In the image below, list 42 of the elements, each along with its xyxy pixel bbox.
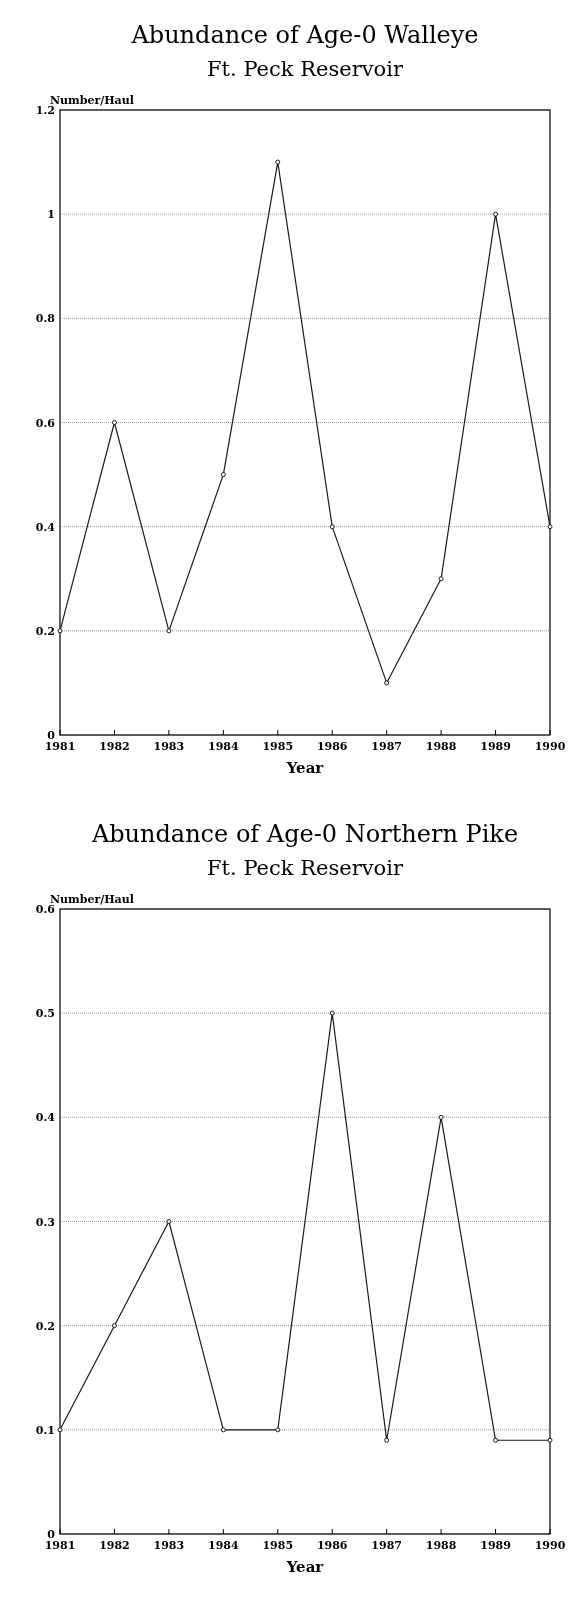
y-tick-label: 0	[47, 729, 56, 742]
y-tick-label: 0.4	[35, 1111, 56, 1125]
y-tick-label: 0.2	[35, 624, 55, 638]
x-axis-title: Year	[285, 759, 325, 777]
x-tick-label: 1989	[480, 1539, 511, 1552]
y-tick-label: 1	[47, 208, 55, 222]
y-axis-title: Number/Haul	[50, 94, 134, 107]
x-tick-label: 1986	[316, 1539, 348, 1552]
x-tick-label: 1984	[208, 740, 239, 753]
y-tick-label: 0.3	[35, 1215, 55, 1229]
x-tick-label: 1983	[153, 1539, 185, 1552]
x-tick-label: 1982	[99, 1539, 130, 1552]
x-tick-label: 1990	[534, 1539, 566, 1552]
y-tick-label: 1.2	[35, 104, 55, 117]
chart-title: Abundance of Age-0 Walleye	[130, 20, 479, 49]
y-tick-label: 0.1	[35, 1423, 55, 1437]
x-tick-label: 1987	[371, 1539, 402, 1552]
x-tick-label: 1984	[208, 1539, 239, 1552]
x-tick-label: 1985	[262, 1539, 294, 1552]
chart-subtitle: Ft. Peck Reservoir	[207, 56, 404, 81]
y-tick-label: 0.6	[35, 416, 56, 430]
y-tick-label: 0.8	[35, 312, 56, 326]
y-tick-label: 0.2	[35, 1319, 55, 1333]
x-tick-label: 1982	[99, 740, 130, 753]
y-tick-label: 0.6	[35, 903, 56, 916]
x-tick-label: 1983	[153, 740, 185, 753]
y-tick-label: 0.5	[35, 1007, 55, 1021]
x-tick-label: 1988	[425, 740, 457, 753]
y-tick-label: 0	[47, 1528, 56, 1541]
x-tick-label: 1985	[262, 740, 294, 753]
x-axis-title: Year	[285, 1558, 325, 1576]
x-tick-label: 1981	[44, 740, 76, 753]
x-tick-label: 1986	[316, 740, 348, 753]
x-tick-label: 1989	[480, 740, 511, 753]
y-axis-title: Number/Haul	[50, 893, 134, 906]
chart-subtitle: Ft. Peck Reservoir	[207, 855, 404, 880]
x-tick-label: 1987	[371, 740, 402, 753]
chart-title: Abundance of Age-0 Northern Pike	[90, 819, 519, 848]
x-tick-label: 1988	[425, 1539, 457, 1552]
x-tick-label: 1981	[44, 1539, 76, 1552]
y-tick-label: 0.4	[35, 520, 56, 534]
x-tick-label: 1990	[534, 740, 566, 753]
